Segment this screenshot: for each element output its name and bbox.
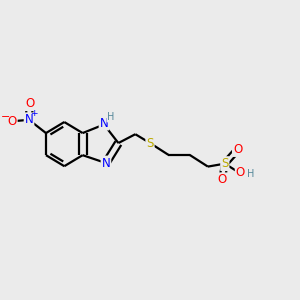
Text: H: H [247,169,254,179]
Text: −: − [1,112,10,122]
Text: N: N [100,116,108,130]
Text: S: S [146,136,154,149]
Text: O: O [218,173,226,186]
Text: H: H [107,112,114,122]
Text: N: N [25,113,33,126]
Text: O: O [236,166,245,179]
Text: O: O [233,143,242,156]
Text: S: S [221,157,229,170]
Text: O: O [25,97,34,110]
Text: N: N [102,157,110,169]
Text: O: O [8,115,17,128]
Text: +: + [30,109,38,118]
